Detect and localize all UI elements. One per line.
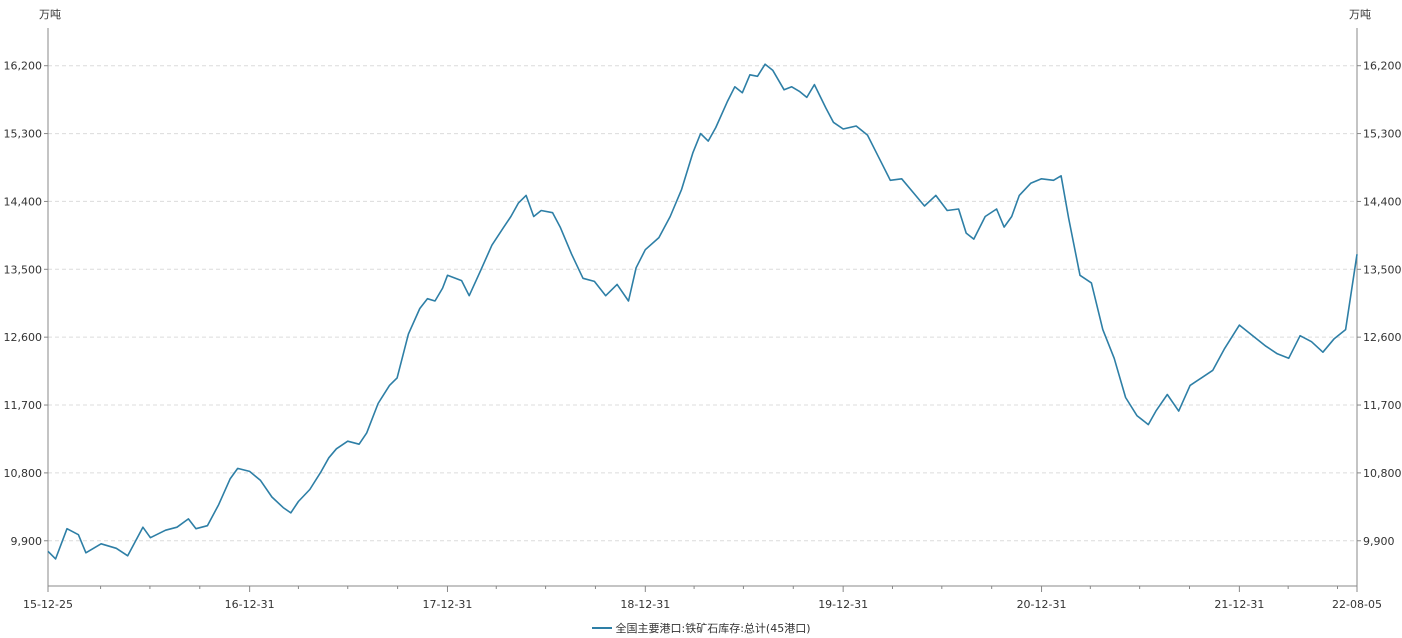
right-axis-unit: 万吨 xyxy=(1349,8,1371,21)
x-tick-label: 20-12-31 xyxy=(1017,598,1067,611)
legend-swatch xyxy=(591,627,612,629)
axes: 9,900 9,900 10,800 10,800 11,700 11,700 12,600… xyxy=(4,28,1402,611)
x-tick-label: 17-12-31 xyxy=(423,598,473,611)
y-tick-label-right: 14,400 xyxy=(1363,195,1402,208)
y-tick-label-left: 11,700 xyxy=(4,399,43,412)
legend-label: 全国主要港口:铁矿石库存:总计(45港口) xyxy=(615,622,811,635)
left-axis-unit: 万吨 xyxy=(39,8,61,21)
y-tick-label-right: 9,900 xyxy=(1363,535,1395,548)
series-line xyxy=(47,63,1358,560)
y-tick-label-right: 11,700 xyxy=(1363,399,1402,412)
y-tick-label-left: 10,800 xyxy=(4,467,43,480)
y-tick-label-left: 15,300 xyxy=(4,128,43,141)
y-tick-label-left: 13,500 xyxy=(4,263,43,276)
series-layer xyxy=(47,63,1358,560)
x-tick-label: 16-12-31 xyxy=(225,598,275,611)
x-tick-label: 19-12-31 xyxy=(818,598,868,611)
x-tick-label: 18-12-31 xyxy=(620,598,670,611)
x-tick-label: 22-08-05 xyxy=(1332,598,1382,611)
chart-legend: 全国主要港口:铁矿石库存:总计(45港口) xyxy=(0,620,1402,636)
y-tick-label-left: 14,400 xyxy=(4,195,43,208)
x-tick-label: 15-12-25 xyxy=(23,598,73,611)
y-tick-label-right: 12,600 xyxy=(1363,331,1402,344)
x-tick-label: 21-12-31 xyxy=(1214,598,1264,611)
y-tick-label-left: 9,900 xyxy=(11,535,43,548)
y-tick-label-right: 15,300 xyxy=(1363,128,1402,141)
y-tick-label-left: 12,600 xyxy=(4,331,43,344)
y-tick-label-right: 13,500 xyxy=(1363,263,1402,276)
y-tick-label-right: 10,800 xyxy=(1363,467,1402,480)
gridlines xyxy=(48,65,1357,542)
y-tick-label-right: 16,200 xyxy=(1363,60,1402,73)
y-tick-label-left: 16,200 xyxy=(4,60,43,73)
